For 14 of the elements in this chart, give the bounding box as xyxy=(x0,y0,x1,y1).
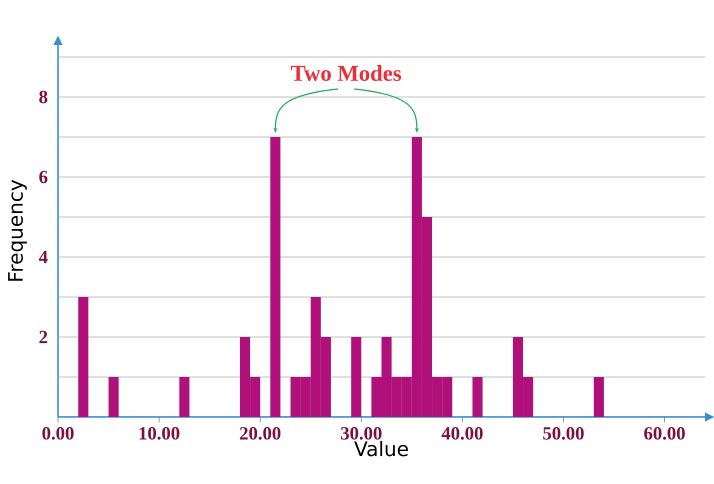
x-tick-label: 60.00 xyxy=(644,427,685,440)
y-tick-label: 8 xyxy=(39,90,48,104)
x-tick-label: 20.00 xyxy=(240,427,280,440)
x-tick-label: 50.00 xyxy=(543,427,584,440)
annotation: Two Modes xyxy=(290,65,402,81)
x-tick-label: 10.00 xyxy=(140,427,180,440)
x-axis-title: Value xyxy=(354,440,408,456)
x-tick-label: 40.00 xyxy=(442,427,483,440)
y-tick-label: 6 xyxy=(39,170,48,184)
y-tick-label: 2 xyxy=(39,330,48,344)
x-tick-label: 0.00 xyxy=(42,427,74,440)
x-tick-label: 30.00 xyxy=(340,427,382,440)
y-tick-label: 4 xyxy=(38,250,48,264)
y-axis-title: Frequency xyxy=(8,180,27,281)
